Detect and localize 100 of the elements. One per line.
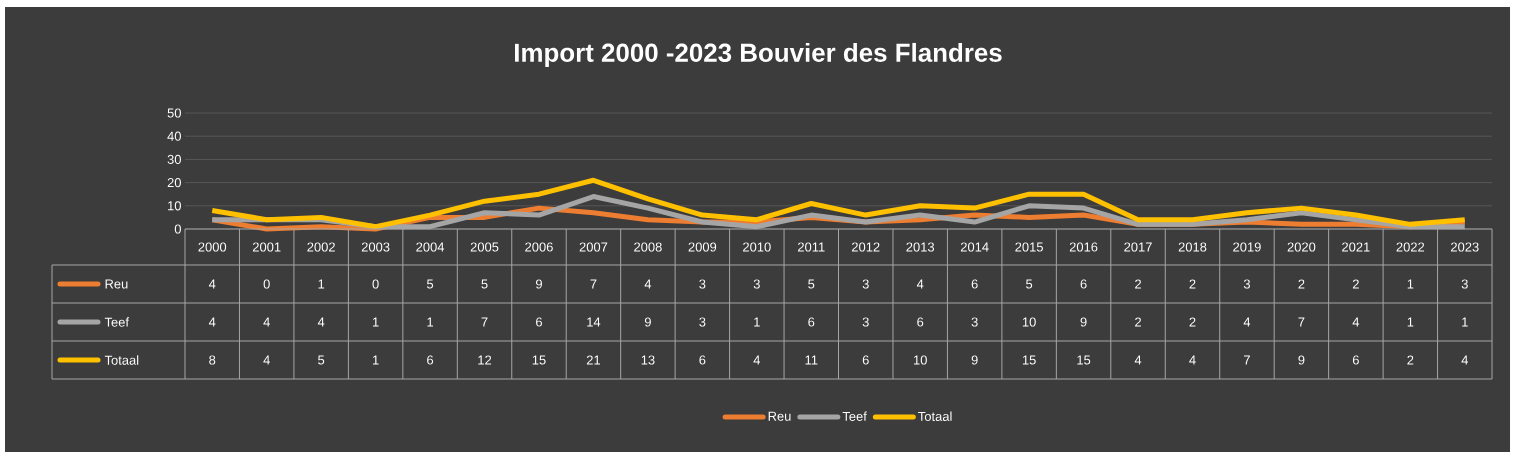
data-label: 0 [372, 279, 379, 289]
data-label: 5 [808, 279, 815, 289]
legend-label: Teef [104, 317, 130, 327]
text: Reu [768, 411, 791, 421]
data-label: 3 [1461, 279, 1468, 289]
data-label: 4 [1243, 317, 1251, 327]
data-label: 1 [427, 317, 434, 327]
x-tick-label: 2007 [579, 242, 608, 252]
data-label: 9 [971, 355, 978, 365]
x-tick-label: 2003 [361, 242, 390, 252]
data-label: 4 [1134, 355, 1142, 365]
x-tick-label: 2019 [1233, 242, 1261, 252]
data-label: 2 [1298, 279, 1305, 289]
y-tick-label: 30 [167, 154, 181, 164]
data-label: 4 [208, 279, 216, 289]
data-label: 13 [641, 355, 655, 365]
x-tick-label: 2001 [252, 242, 281, 252]
data-label: 7 [1244, 355, 1250, 365]
data-label: 3 [699, 279, 706, 289]
x-tick-label: 2011 [798, 242, 825, 252]
data-label: 6 [1080, 279, 1087, 289]
data-label: 7 [481, 317, 488, 327]
x-tick-label: 2000 [198, 242, 227, 252]
y-tick-label: 50 [167, 108, 181, 118]
data-label: 9 [1298, 355, 1305, 365]
legend-label: Totaal [104, 355, 139, 365]
data-label: 9 [1080, 317, 1087, 327]
data-label: 6 [1352, 355, 1359, 365]
x-tick-label: 2015 [1015, 242, 1043, 252]
text: Totaal [918, 411, 952, 421]
x-tick-label: 2006 [525, 242, 553, 252]
x-tick-label: 2017 [1124, 242, 1152, 252]
data-label: 8 [209, 355, 216, 365]
data-label: 7 [590, 279, 597, 289]
chart-title: Import 2000 -2023 Bouvier des Flandres [515, 42, 1002, 68]
x-tick-label: 2004 [416, 242, 445, 252]
data-label: 2 [1189, 279, 1196, 289]
x-tick-label: 2013 [906, 242, 935, 252]
data-label: 4 [263, 355, 270, 365]
data-label: 5 [426, 279, 434, 289]
x-tick-label: 2016 [1069, 242, 1098, 252]
data-label: 6 [699, 355, 706, 365]
data-label: 0 [263, 279, 270, 289]
data-label: 4 [916, 279, 924, 289]
x-tick-label: 2009 [688, 242, 717, 252]
data-label: 15 [1077, 355, 1091, 365]
data-label: 2 [1135, 279, 1141, 289]
data-label: 1 [1407, 279, 1414, 289]
data-label: 4 [1189, 355, 1196, 365]
data-label: 3 [862, 279, 869, 289]
x-tick-label: 2005 [470, 242, 499, 252]
y-tick-label: 10 [168, 201, 181, 211]
data-label: 1 [1462, 317, 1468, 327]
data-label: 3 [753, 279, 760, 289]
data-label: 4 [1461, 355, 1469, 365]
data-label: 1 [372, 355, 379, 365]
data-label: 14 [587, 317, 601, 327]
data-label: 15 [532, 355, 546, 365]
data-label: 3 [1243, 279, 1250, 289]
data-label: 3 [862, 317, 869, 327]
data-label: 4 [644, 279, 652, 289]
x-tick-label: 2014 [960, 242, 989, 252]
data-label: 1 [754, 317, 760, 327]
x-tick-label: 2023 [1451, 242, 1479, 252]
y-tick-label: 20 [167, 178, 181, 188]
data-label: 11 [805, 355, 818, 365]
data-label: 4 [317, 317, 325, 327]
data-label: 2 [1135, 317, 1141, 327]
data-label: 15 [1022, 355, 1036, 365]
x-tick-label: 2020 [1287, 242, 1316, 252]
x-tick-label: 2010 [743, 242, 771, 252]
data-label: 3 [699, 317, 706, 327]
data-label: 4 [208, 317, 216, 327]
data-label: 6 [917, 317, 924, 327]
x-tick-label: 2022 [1396, 242, 1425, 252]
data-label: 1 [318, 279, 325, 289]
data-label: 9 [644, 317, 651, 327]
data-label: 6 [427, 355, 434, 365]
x-tick-label: 2002 [307, 242, 335, 252]
data-label: 5 [318, 355, 325, 365]
y-tick-label: 0 [174, 224, 181, 234]
data-label: 9 [535, 279, 542, 289]
data-label: 3 [971, 317, 978, 327]
data-label: 21 [586, 355, 601, 365]
data-label: 6 [971, 279, 978, 289]
text: Teef [842, 411, 867, 421]
x-tick-label: 2012 [851, 242, 880, 252]
data-label: 1 [372, 317, 379, 327]
data-label: 6 [808, 317, 815, 327]
y-tick-label: 40 [167, 131, 181, 141]
data-label: 6 [862, 355, 869, 365]
data-label: 10 [913, 355, 927, 365]
data-label: 2 [1189, 317, 1196, 327]
data-label: 12 [478, 355, 492, 365]
data-label: 7 [1298, 317, 1305, 327]
data-label: 2 [1352, 279, 1359, 289]
data-label: 2 [1407, 355, 1414, 365]
data-label: 1 [1407, 317, 1414, 327]
data-label: 4 [753, 355, 761, 365]
data-label: 4 [1352, 317, 1360, 327]
